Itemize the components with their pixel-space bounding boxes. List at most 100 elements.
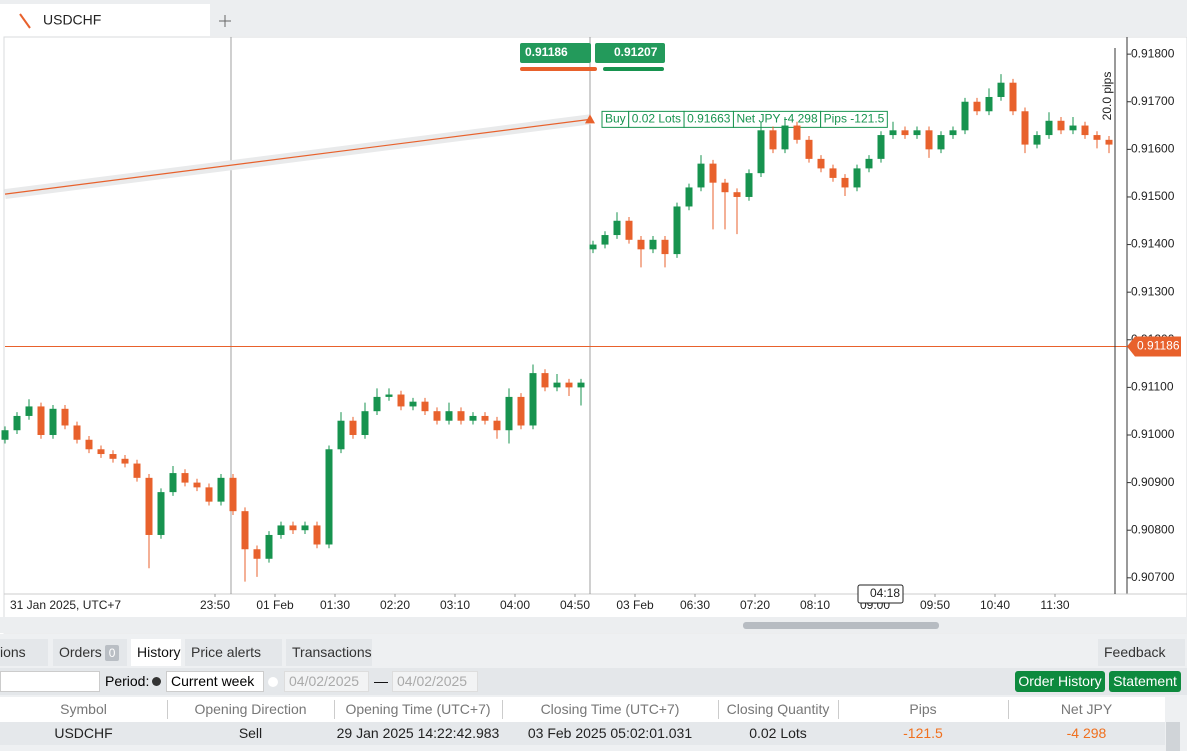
column-header[interactable]: Opening Direction	[194, 701, 307, 717]
candle-body	[229, 477, 237, 512]
candle-body	[493, 420, 501, 431]
candle-body	[709, 163, 717, 183]
candle-body	[565, 382, 573, 388]
tab-label[interactable]: Transactions	[292, 644, 372, 660]
radio[interactable]	[152, 677, 161, 686]
candle-body	[1105, 139, 1113, 145]
tab-label[interactable]: ions	[0, 644, 26, 660]
y-tick-label: 0.91400	[1131, 237, 1175, 251]
price-tag-label: 0.91186	[1137, 339, 1180, 353]
feedback[interactable]: Feedback	[1098, 639, 1185, 666]
x-tick-label: 04:50	[560, 598, 590, 612]
tab-label[interactable]: Orders	[59, 644, 102, 660]
period-label: Period:	[105, 673, 150, 689]
table-row[interactable]	[0, 722, 1165, 745]
search-input[interactable]	[0, 671, 100, 692]
tab[interactable]: Transactions	[286, 639, 372, 666]
candle-body	[901, 130, 909, 136]
candle-body	[661, 239, 669, 255]
column-header[interactable]: Net JPY	[1060, 701, 1113, 717]
candle-body	[829, 168, 837, 178]
scrollbar-thumb[interactable]	[743, 622, 939, 629]
x-start-label: 31 Jan 2025, UTC+7	[10, 598, 121, 612]
buy-bar	[603, 67, 664, 71]
candle-body	[85, 439, 93, 450]
candle-body	[1081, 125, 1089, 136]
symbol-name[interactable]: USDCHF	[43, 12, 101, 28]
candle-body	[421, 401, 429, 412]
period-select[interactable]: Current week	[166, 671, 264, 692]
x-tick-label: 01:30	[320, 598, 350, 612]
date-to[interactable]: 04/02/2025	[392, 671, 478, 692]
order-history-button[interactable]: Order History	[1015, 671, 1105, 692]
table-cell: -121.5	[903, 725, 943, 741]
tab-label[interactable]: History	[137, 644, 181, 660]
candle-body	[145, 477, 153, 535]
y-tick-label: 0.91800	[1131, 46, 1175, 60]
column-separator	[838, 700, 839, 719]
date-separator: —	[374, 673, 388, 689]
buy-button[interactable]	[595, 43, 665, 63]
table-scrollbar[interactable]	[1166, 722, 1180, 751]
y-tick-label: 0.90700	[1131, 570, 1175, 584]
trade-line	[4, 118, 591, 195]
date-from[interactable]: 04/02/2025	[284, 671, 369, 692]
candle-body	[157, 492, 165, 535]
candle-body	[637, 239, 645, 250]
cursor-time-box	[857, 584, 904, 604]
candle-body	[445, 411, 453, 421]
candle-body	[97, 449, 105, 455]
radio[interactable]	[268, 677, 278, 687]
table-cell: USDCHF	[54, 725, 113, 741]
candle-body	[745, 173, 753, 197]
candle-body	[265, 534, 273, 559]
candle-body	[397, 394, 405, 407]
candle-body	[1, 430, 9, 440]
tab[interactable]: Price alerts0	[185, 639, 282, 688]
candle-body	[361, 411, 369, 435]
column-header[interactable]: Closing Time (UTC+7)	[540, 701, 680, 717]
candle-body	[793, 125, 801, 140]
x-tick-label: 11:30	[1040, 598, 1069, 612]
candle-body	[865, 158, 873, 169]
candle-body	[313, 525, 321, 545]
sell-price[interactable]: 0.91186	[525, 45, 568, 59]
statement-button[interactable]: Statement	[1109, 671, 1181, 692]
candle-body	[649, 239, 657, 250]
candle-body	[109, 454, 117, 459]
candle-body	[841, 177, 849, 188]
price-tag	[1127, 336, 1181, 357]
candle-body	[121, 458, 129, 464]
x-tick-label: 23:50	[200, 598, 230, 612]
column-header[interactable]: Opening Time (UTC+7)	[345, 701, 491, 717]
candle-body	[133, 463, 141, 478]
chart-area: USDCHF 0.91800 0.91700 0.91600 0.91500 0.914…	[0, 0, 1187, 634]
x-tick-label: 09:50	[920, 598, 950, 612]
trade-label-text: Net JPY -4 298	[736, 112, 817, 126]
tab[interactable]: Orders 0	[53, 639, 127, 666]
pips-ruler-label: 20.0 pips	[1100, 72, 1114, 121]
column-header[interactable]: Closing Quantity	[726, 701, 830, 717]
symbol-tab[interactable]	[0, 4, 210, 36]
column-header[interactable]: Symbol	[60, 701, 107, 717]
tab-label[interactable]: Price alerts	[191, 644, 262, 660]
candle-body	[241, 511, 249, 550]
x-tick-label: 01 Feb	[256, 598, 294, 612]
table-cell: Sell	[238, 725, 263, 741]
candle-body	[613, 220, 621, 236]
buy-price[interactable]: 0.91207	[614, 45, 658, 59]
tab[interactable]: ions0	[0, 639, 48, 688]
tab-active[interactable]: History	[131, 639, 181, 666]
trade-label-box	[820, 110, 888, 128]
candle-body	[193, 482, 201, 488]
x-tick-label: 03:10	[440, 598, 470, 612]
candle-body	[1069, 125, 1077, 131]
sell-button[interactable]	[520, 43, 591, 63]
candle-body	[937, 135, 945, 150]
column-header[interactable]: Pips	[909, 701, 937, 717]
candle-body	[673, 206, 681, 255]
candle-body	[169, 473, 177, 493]
column-separator	[167, 700, 168, 719]
x-tick-label: 04:00	[500, 598, 530, 612]
feedback-label[interactable]: Feedback	[1104, 644, 1166, 660]
